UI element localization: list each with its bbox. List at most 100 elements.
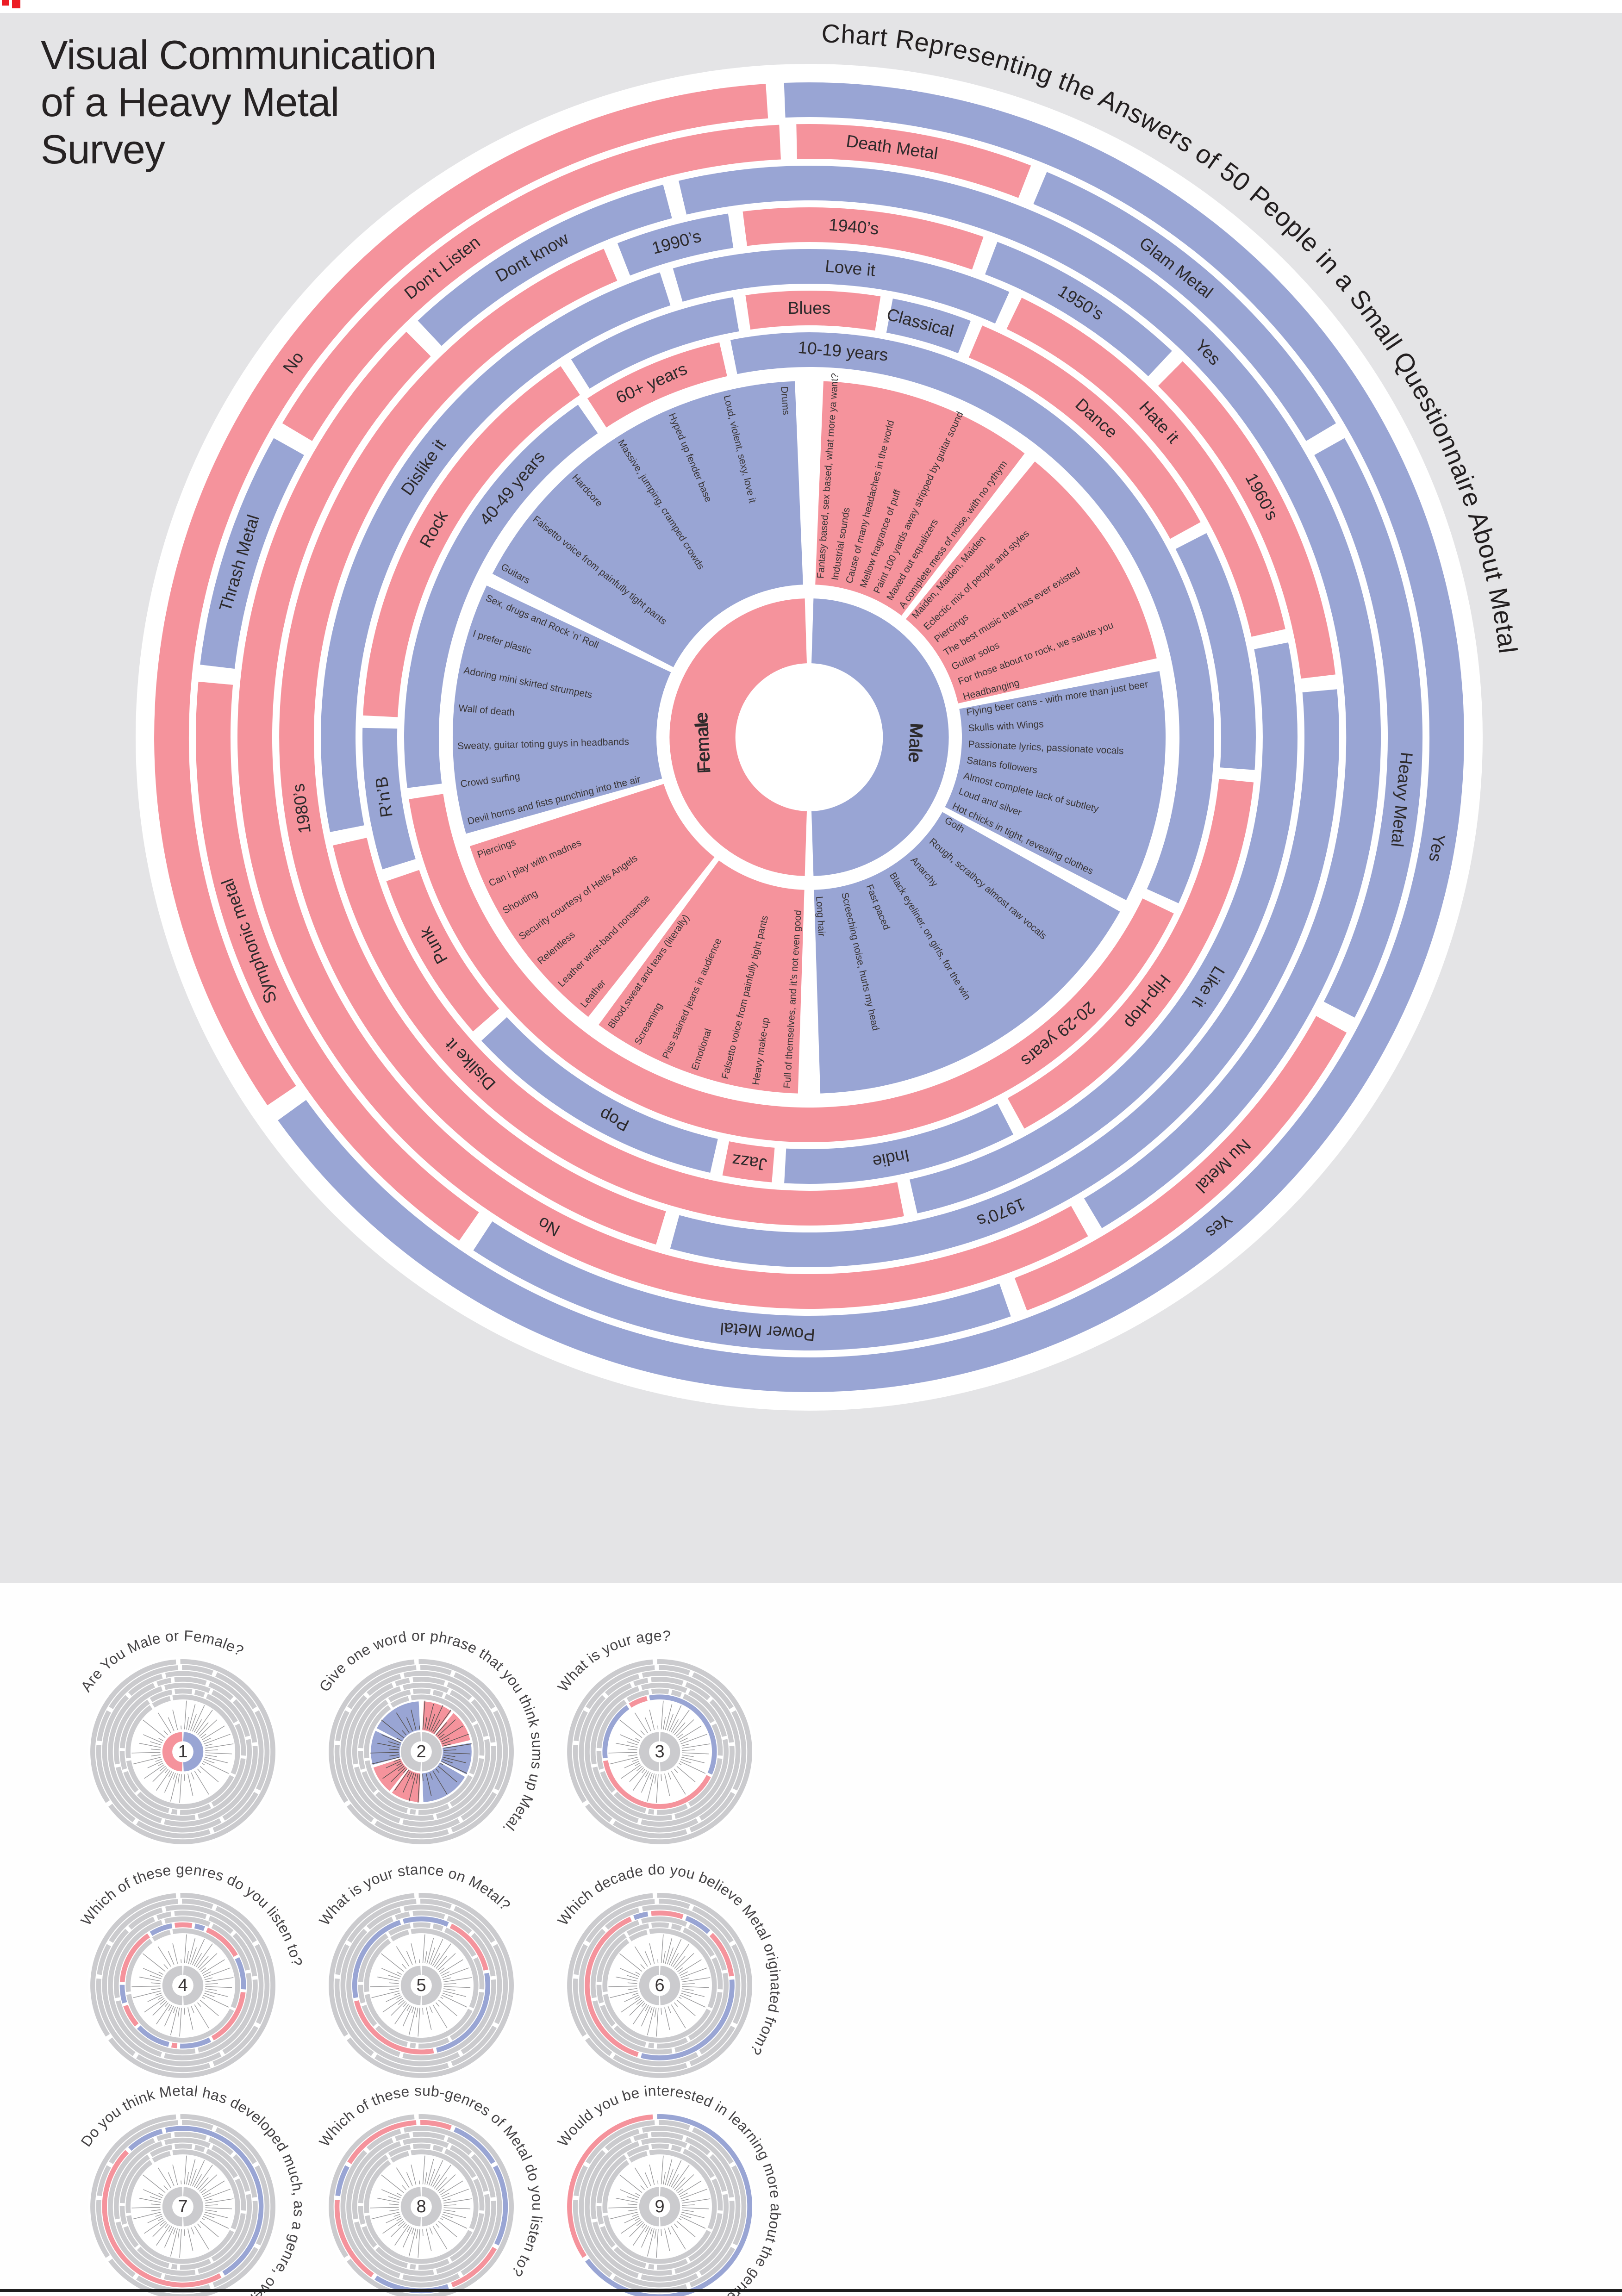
- ring-segment: [567, 2114, 653, 2258]
- phrase-tick: [159, 2221, 166, 2226]
- phrase-tick: [203, 2192, 212, 2197]
- phrase-tick: [371, 1757, 399, 1765]
- phrase-tick: [680, 1967, 707, 1978]
- phrase-tick: [186, 1951, 189, 1964]
- ring-segment: [585, 1916, 639, 2057]
- ring-segment: [471, 2154, 496, 2198]
- phrase-tick: [664, 1773, 670, 1796]
- ring-segment: [255, 1944, 270, 2024]
- phrase-tick: [168, 2226, 172, 2233]
- phrase-tick: [133, 1757, 161, 1765]
- ring-segment: [730, 332, 1214, 903]
- ring-segment: [660, 1732, 680, 1772]
- ring-segment: [692, 1906, 734, 1943]
- phrase-tick: [616, 1742, 638, 1748]
- ring-segment: [418, 2037, 450, 2049]
- ring-segment: [436, 1739, 491, 1819]
- phrase-tick: [649, 2165, 655, 2185]
- phrase-tick: [377, 1976, 399, 1982]
- phrase-tick: [619, 1734, 639, 1743]
- chart-center: [411, 2196, 431, 2217]
- question-number: 4: [178, 1976, 187, 1995]
- phrase-tick: [195, 1710, 213, 1734]
- ring-6: [108, 1677, 258, 1827]
- ring-segment: [590, 2141, 640, 2220]
- phrase-tick: [675, 2174, 694, 2192]
- ring-segment: [421, 2187, 442, 2227]
- phrase-tick: [440, 1725, 463, 1741]
- phrase-tick: [436, 2223, 440, 2228]
- phrase-tick: [626, 1975, 638, 1979]
- phrase-tick: [633, 2225, 648, 2246]
- phrase-tick: [133, 2212, 161, 2220]
- ring-2: Fantasy based, sex based, what more ya w…: [452, 373, 1166, 1094]
- ring-segment: [347, 2114, 514, 2296]
- phrase-tick: [204, 1743, 213, 1747]
- ring-8: [573, 2120, 747, 2294]
- ring-segment: [573, 1979, 612, 2056]
- phrase-tick: [670, 2174, 679, 2188]
- phrase-tick: [147, 1994, 163, 2002]
- phrase-tick: [396, 1946, 410, 1967]
- ring-segment: [335, 1944, 349, 1975]
- phrase-tick: [664, 2007, 670, 2030]
- phrase-tick: [682, 1986, 709, 1988]
- ring-segment: [613, 1792, 646, 1813]
- phrase-tick: [636, 1766, 643, 1771]
- question-number: 8: [416, 2197, 426, 2216]
- ring-segment: [206, 1927, 238, 1957]
- phrase-tick: [393, 2214, 400, 2217]
- ring-segment: [689, 1792, 736, 1833]
- ring-segment: [96, 1745, 136, 1823]
- phrase-tick: [419, 2180, 420, 2184]
- phrase-tick: [188, 1937, 196, 1964]
- ring-5: [352, 1682, 491, 1821]
- phrase-tick: [389, 1988, 399, 1990]
- ring-segment: [364, 1705, 391, 1759]
- phrase-tick: [681, 1743, 711, 1749]
- phrase-tick: [150, 1982, 161, 1984]
- ring-segment: [211, 1923, 250, 1971]
- ring-4: [358, 1688, 485, 1815]
- phrase-tick: [426, 1704, 434, 1730]
- phrase-tick: [424, 2172, 427, 2185]
- ring-segment: [447, 1682, 472, 1700]
- phrase-tick: [443, 1991, 467, 1997]
- phrase-tick: [199, 1953, 218, 1971]
- ring-segment: [235, 1957, 246, 1990]
- ring-segment: [641, 1682, 687, 1693]
- phrase-tick: [205, 1986, 232, 1988]
- phrase-tick: [152, 1767, 168, 1782]
- phrase-tick: [641, 2002, 646, 2007]
- ring-segment: [585, 2114, 752, 2296]
- ring-segment: [605, 2128, 640, 2151]
- chart-center: [173, 1975, 193, 1996]
- ring-segment: [432, 2145, 443, 2153]
- ring-segment: [212, 1792, 259, 1833]
- phrase-tick: [656, 2229, 659, 2258]
- phrase-tick: [394, 1770, 409, 1791]
- ring-6: [346, 1677, 496, 1827]
- phrase-tick: [443, 1983, 456, 1985]
- ring-2: [370, 2155, 472, 2258]
- phrase-tick: [439, 1967, 445, 1972]
- ring-segment: [796, 124, 1031, 198]
- phrase-tick: [193, 2174, 202, 2188]
- phrase-tick: [205, 2207, 232, 2209]
- phrase-tick: [674, 2177, 686, 2190]
- ring-segment: [420, 1665, 452, 1675]
- ring-segment: [626, 2144, 649, 2157]
- phrase-tick: [408, 1773, 417, 1802]
- phrase-tick: [674, 1956, 686, 1969]
- phrase-tick: [370, 1985, 399, 1987]
- thumbnail-chart: 8: [326, 2111, 517, 2296]
- phrase-tick: [201, 1725, 225, 1741]
- ring-segment: [215, 1672, 257, 1709]
- ring-segment: [390, 1696, 409, 1708]
- ring-segment: [255, 2165, 270, 2246]
- ring-segment: [123, 1771, 139, 1793]
- phrase-tick: [627, 1748, 637, 1750]
- ring-3: [364, 2149, 479, 2264]
- ring-segment: [235, 2178, 246, 2211]
- ring-segment: [481, 1017, 718, 1173]
